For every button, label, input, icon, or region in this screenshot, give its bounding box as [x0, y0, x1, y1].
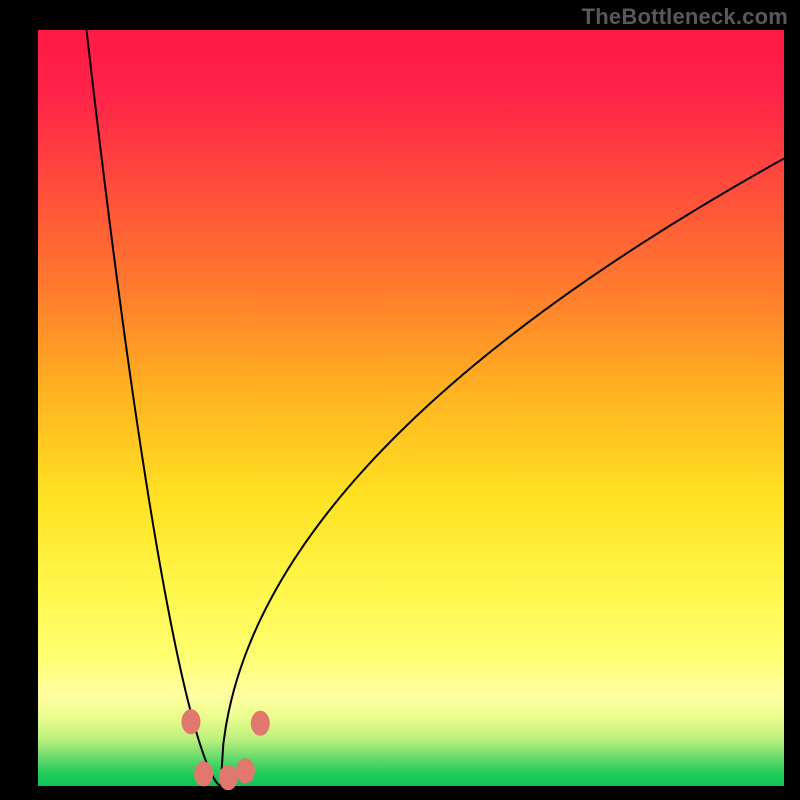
- chart-stage: TheBottleneck.com: [0, 0, 800, 800]
- curve-marker: [219, 766, 237, 790]
- bottleneck-curve-plot: [0, 0, 800, 800]
- curve-marker: [182, 710, 200, 734]
- watermark-text: TheBottleneck.com: [582, 4, 788, 30]
- curve-marker: [251, 711, 269, 735]
- gradient-background: [38, 30, 784, 786]
- curve-marker: [236, 759, 254, 783]
- curve-marker: [195, 762, 213, 786]
